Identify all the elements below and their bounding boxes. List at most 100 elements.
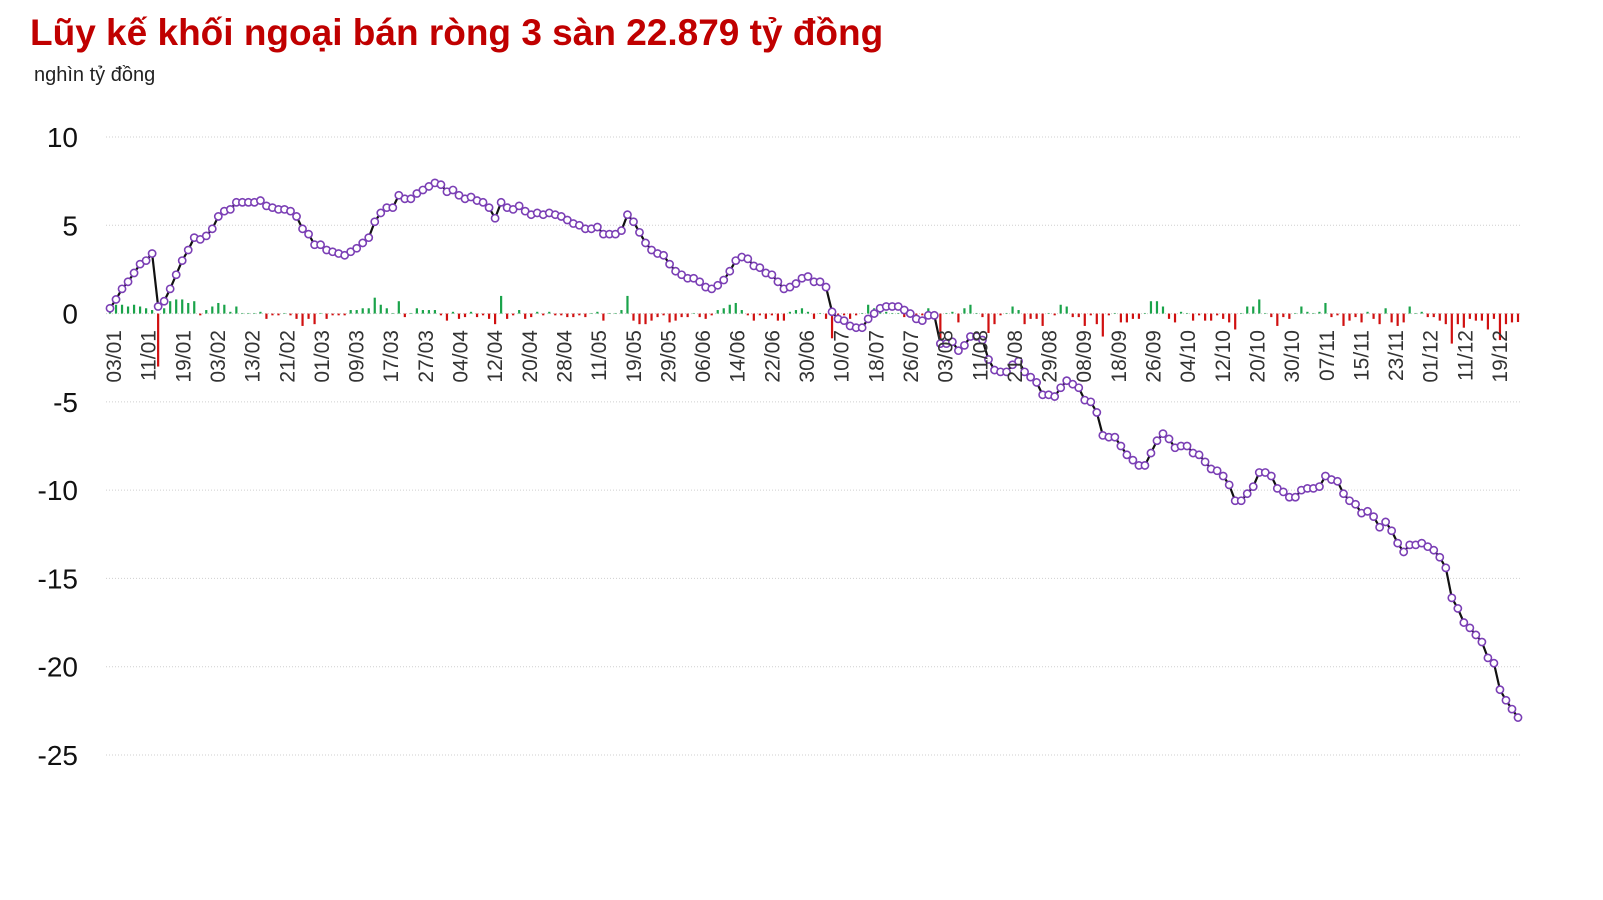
daily-net-bar [265, 313, 268, 319]
daily-net-bar [1270, 313, 1273, 318]
data-point [1242, 489, 1252, 499]
daily-net-bar [644, 313, 647, 325]
daily-net-bar [415, 308, 418, 314]
data-point [213, 212, 223, 221]
daily-net-bar [169, 301, 172, 314]
daily-net-bar [1432, 313, 1435, 318]
data-point [767, 270, 777, 280]
daily-net-bar [734, 302, 737, 314]
data-point [165, 284, 175, 294]
data-point [141, 256, 151, 265]
daily-net-bar [1167, 313, 1171, 319]
daily-net-bar [536, 311, 539, 314]
data-point [1032, 378, 1042, 387]
data-point [803, 272, 813, 281]
daily-net-bar [758, 313, 761, 316]
daily-net-bar [403, 313, 406, 318]
x-tick-label: 15/11 [1350, 330, 1373, 381]
daily-net-bar [361, 308, 364, 314]
data-point [1387, 526, 1397, 536]
data-point [1351, 499, 1360, 509]
x-tick-label: 27/03 [415, 330, 438, 383]
daily-net-bar [891, 312, 894, 314]
cumulative-line [109, 181, 1519, 719]
daily-net-bar [1462, 313, 1465, 328]
data-point [1266, 471, 1276, 481]
daily-net-bar [132, 304, 136, 314]
daily-net-bar [1516, 313, 1520, 323]
data-point [364, 233, 374, 243]
daily-net-bar [903, 313, 906, 318]
data-point [592, 222, 602, 232]
daily-net-bar [650, 313, 653, 321]
daily-net-bar [1053, 313, 1056, 316]
daily-net-bar [319, 312, 322, 314]
x-tick-label: 30/10 [1281, 330, 1304, 383]
daily-net-bar [331, 313, 334, 316]
daily-net-bar [806, 311, 810, 314]
data-point [863, 314, 873, 324]
daily-net-bar [614, 312, 617, 314]
daily-net-bar [686, 313, 689, 318]
data-point [839, 316, 849, 326]
data-point [484, 203, 494, 213]
x-tick-label: 19/01 [172, 330, 195, 383]
daily-net-bar [885, 311, 888, 314]
data-point [448, 185, 458, 195]
daily-net-bar [1408, 306, 1411, 314]
data-point [791, 279, 801, 288]
x-tick-label: 12/10 [1212, 330, 1235, 383]
daily-net-bar [1125, 313, 1128, 323]
daily-net-bar [1372, 313, 1375, 319]
daily-net-bar [187, 302, 190, 314]
daily-net-bar [1035, 313, 1038, 319]
data-point [1248, 482, 1258, 492]
data-point [292, 212, 301, 221]
data-point [960, 340, 969, 350]
daily-net-bar [1047, 312, 1050, 314]
daily-net-bar [626, 295, 629, 314]
daily-net-bar [692, 312, 695, 314]
daily-net-bar [157, 313, 160, 367]
data-point [1465, 623, 1475, 633]
daily-net-bar [674, 313, 677, 321]
data-point [352, 243, 362, 253]
daily-net-bar [752, 313, 755, 321]
daily-net-bar [861, 312, 864, 314]
data-point [665, 259, 674, 269]
daily-net-bar [373, 297, 376, 314]
data-point [1290, 492, 1300, 502]
daily-net-bar [175, 299, 178, 314]
daily-net-bar [1234, 313, 1237, 330]
daily-net-bar [1300, 306, 1303, 314]
x-tick-label: 03/02 [207, 330, 230, 383]
daily-net-bar [1498, 313, 1502, 341]
data-point [1050, 392, 1060, 401]
data-point [316, 240, 325, 250]
daily-net-bar [1113, 312, 1116, 314]
data-point [496, 197, 506, 207]
daily-net-bar [1059, 304, 1062, 314]
data-point [725, 266, 735, 276]
daily-net-bar [1294, 312, 1297, 314]
daily-net-bar [578, 313, 581, 316]
x-tick-label: 03/01 [103, 330, 126, 383]
daily-net-bar [746, 313, 749, 316]
daily-net-bar [939, 313, 942, 342]
x-tick-label: 01/12 [1420, 330, 1443, 383]
daily-net-bar [409, 312, 412, 314]
daily-net-bar [1083, 313, 1086, 326]
daily-net-bar [463, 313, 467, 318]
data-point [1393, 538, 1403, 548]
data-point [617, 226, 626, 235]
data-point [635, 227, 644, 237]
data-point [1236, 496, 1246, 506]
daily-net-bar [1396, 313, 1399, 326]
daily-net-bar [716, 310, 719, 314]
data-point [1278, 487, 1288, 497]
daily-net-bar [981, 313, 984, 318]
daily-net-bar [385, 308, 388, 314]
daily-net-bar [632, 313, 635, 321]
daily-net-bar [349, 310, 352, 314]
daily-net-bar [247, 312, 250, 314]
